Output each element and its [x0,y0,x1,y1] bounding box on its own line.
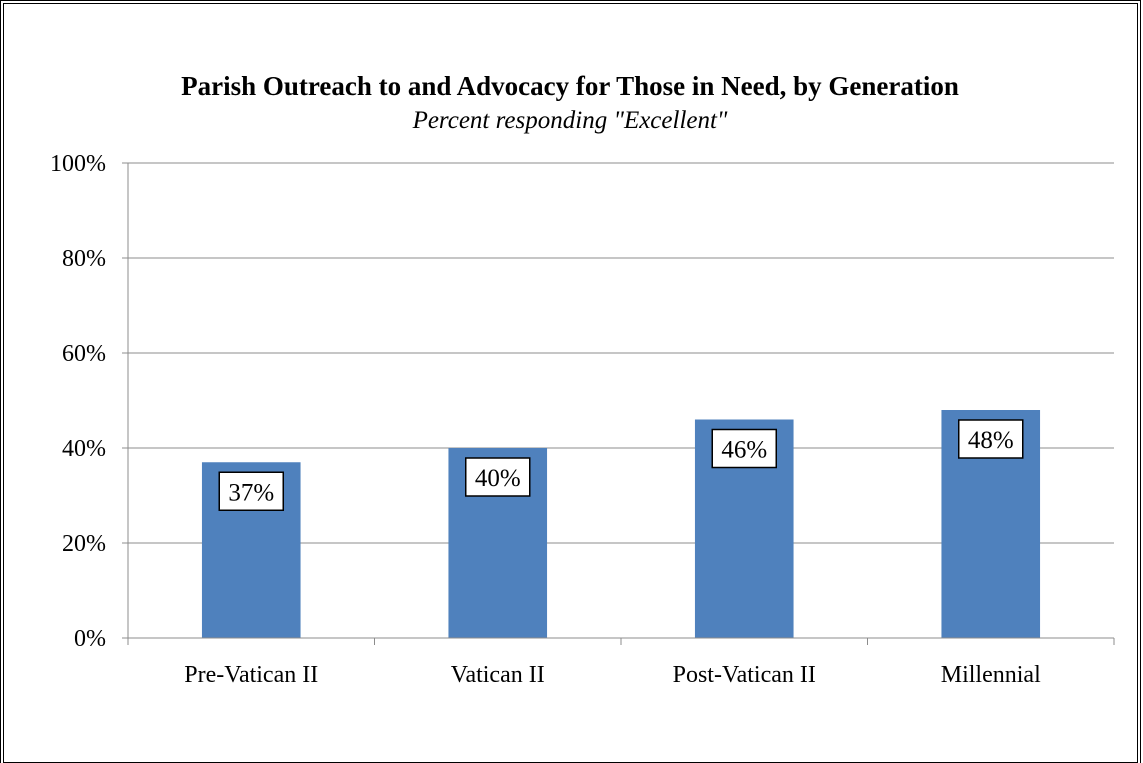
data-label-box [958,419,1024,459]
data-label-box [465,457,531,497]
x-tick-label: Millennial [941,662,1041,688]
y-tick-label: 60% [62,341,106,367]
y-axis: 0% 20% 40% 60% 80% 100% [50,151,129,652]
y-tick-label: 100% [50,151,106,177]
data-label: 37% [228,479,274,506]
data-label: 40% [475,465,521,492]
x-tick-label: Pre-Vatican II [184,662,318,688]
x-axis: Pre-Vatican II Vatican II Post-Vatican II M… [127,637,1115,688]
chart-title: Parish Outreach to and Advocacy for Thos… [181,71,959,101]
bars: 37% 40% 46% 48% [201,410,1041,638]
data-label: 48% [968,427,1014,454]
data-label: 46% [721,437,767,464]
y-tick-label: 0% [74,626,106,652]
chart-subtitle: Percent responding "Excellent" [412,107,728,134]
x-tick-label: Vatican II [451,662,545,688]
y-tick-label: 20% [62,531,106,557]
x-tick-label: Post-Vatican II [673,662,816,688]
data-label-box [218,471,284,511]
y-tick-label: 40% [62,436,106,462]
data-label-box [711,428,777,469]
y-tick-label: 80% [62,246,106,272]
